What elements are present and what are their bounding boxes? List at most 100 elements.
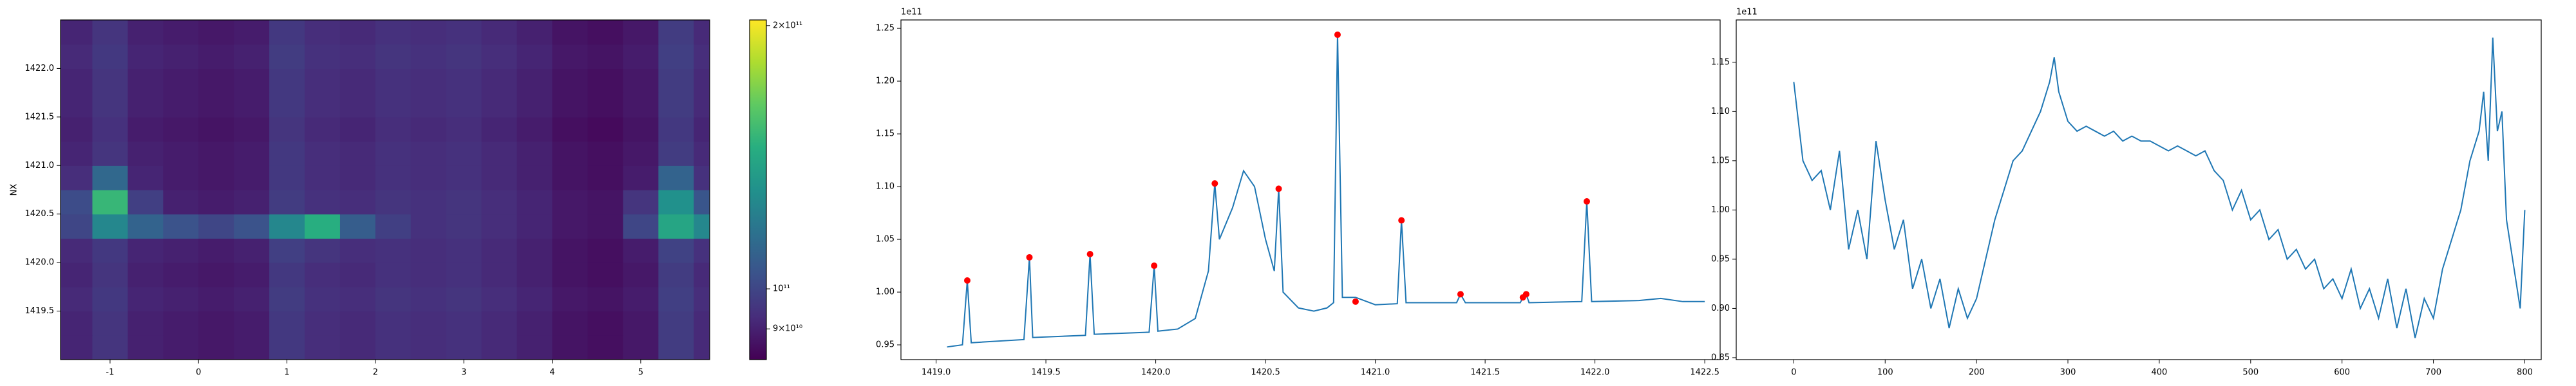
heatmap-cell [516, 238, 553, 263]
heatmap-cell [658, 44, 694, 69]
heatmap-cell [92, 286, 128, 312]
heatmap-cell [269, 190, 305, 215]
heatmap-cell [61, 44, 93, 69]
heatmap-cell [587, 238, 624, 263]
heatmap-cell [587, 68, 624, 93]
heatmap-cell [92, 44, 128, 69]
heatmap-cell [269, 262, 305, 288]
heatmap-cell [234, 190, 270, 215]
heatmap-cell [446, 335, 482, 360]
heatmap-cell [446, 165, 482, 190]
heatmap-cell [410, 286, 447, 312]
heatmap-cell [92, 311, 128, 336]
heatmap-cell [587, 141, 624, 166]
x-tick-label: 2 [373, 368, 378, 378]
heatmap-cell [234, 214, 270, 239]
heatmap-cell [305, 311, 341, 336]
heatmap-cell [658, 311, 694, 336]
heatmap-cell [552, 141, 589, 166]
y-tick-label: 1420.5 [25, 209, 55, 219]
heatmap-cell [552, 20, 589, 45]
heatmap-cell [410, 93, 447, 118]
heatmap-cell [269, 20, 305, 45]
y-tick-label: 1.10 [876, 182, 895, 192]
heatmap-cell [375, 262, 412, 288]
heatmap-cell [163, 311, 199, 336]
heatmap-cell [516, 93, 553, 118]
y-tick-label: 1422.0 [25, 64, 55, 73]
y-tick-label: 1421.5 [25, 112, 55, 122]
heatmap-cell [61, 286, 93, 312]
heatmap-cell [375, 286, 412, 312]
line [1793, 37, 2526, 338]
heatmap-cell [339, 335, 376, 360]
x-tick-label: 1422.5 [1690, 368, 1719, 378]
peak-marker [1584, 198, 1591, 205]
heatmap-cell [339, 238, 376, 263]
heatmap-cell [198, 116, 234, 142]
heatmap-cell [516, 116, 553, 142]
heatmap-cell [587, 44, 624, 69]
heatmap-cell [339, 116, 376, 142]
heatmap-cell [234, 93, 270, 118]
heatmap-cell [552, 335, 589, 360]
heatmap-cell [163, 190, 199, 215]
heatmap-cell [375, 93, 412, 118]
heatmap-cell [198, 165, 234, 190]
heatmap-cell [163, 141, 199, 166]
heatmap-cell [623, 141, 659, 166]
panel [1793, 37, 2526, 338]
heatmap-cell [375, 20, 412, 45]
heatmap-cell [694, 262, 710, 288]
heatmap-cell [446, 238, 482, 263]
heatmap-cell [234, 335, 270, 360]
colorbar [750, 20, 766, 360]
y-tick-label: 1.05 [1711, 156, 1730, 165]
heatmap-cell [481, 44, 518, 69]
colorbar-frame [749, 19, 767, 360]
heatmap-cell [694, 165, 710, 190]
heatmap-cell [623, 335, 659, 360]
heatmap-cell [198, 286, 234, 312]
heatmap-cell [198, 190, 234, 215]
heatmap-cell [481, 262, 518, 288]
heatmap-cell [481, 335, 518, 360]
heatmap-cell [623, 190, 659, 215]
heatmap-cell [516, 68, 553, 93]
heatmap-cell [658, 335, 694, 360]
heatmap-cell [305, 286, 341, 312]
heatmap-cell [623, 238, 659, 263]
heatmap-cell [481, 165, 518, 190]
heatmap-cell [61, 335, 93, 360]
heatmap-cell [375, 335, 412, 360]
x-tick-label: 600 [2334, 368, 2350, 378]
heatmap-cell [92, 335, 128, 360]
peak-marker [1522, 291, 1530, 298]
heatmap-cell [163, 238, 199, 263]
heatmap-cell [61, 214, 93, 239]
x-tick-label: 1420.0 [1141, 368, 1171, 378]
y-tick-label: 0.95 [1711, 254, 1730, 264]
heatmap-cell [410, 335, 447, 360]
peak-marker [1275, 185, 1282, 192]
heatmap-cell [658, 286, 694, 312]
heatmap-cell [658, 20, 694, 45]
heatmap-cell [446, 286, 482, 312]
heatmap-cell [694, 286, 710, 312]
heatmap-cell [61, 311, 93, 336]
heatmap-cell [446, 190, 482, 215]
heatmap-cell [163, 116, 199, 142]
x-tick-label: 100 [1877, 368, 1893, 378]
heatmap-cell [658, 165, 694, 190]
heatmap-cell [305, 20, 341, 45]
heatmap-cell [269, 214, 305, 239]
y-tick-label: 1.15 [876, 129, 895, 139]
heatmap-cell [410, 262, 447, 288]
heatmap-cell [234, 165, 270, 190]
heatmap-cell [623, 20, 659, 45]
x-tick-label: 0 [196, 368, 201, 378]
heatmap-cell [516, 311, 553, 336]
heatmap-cell [163, 20, 199, 45]
heatmap-cell [410, 165, 447, 190]
